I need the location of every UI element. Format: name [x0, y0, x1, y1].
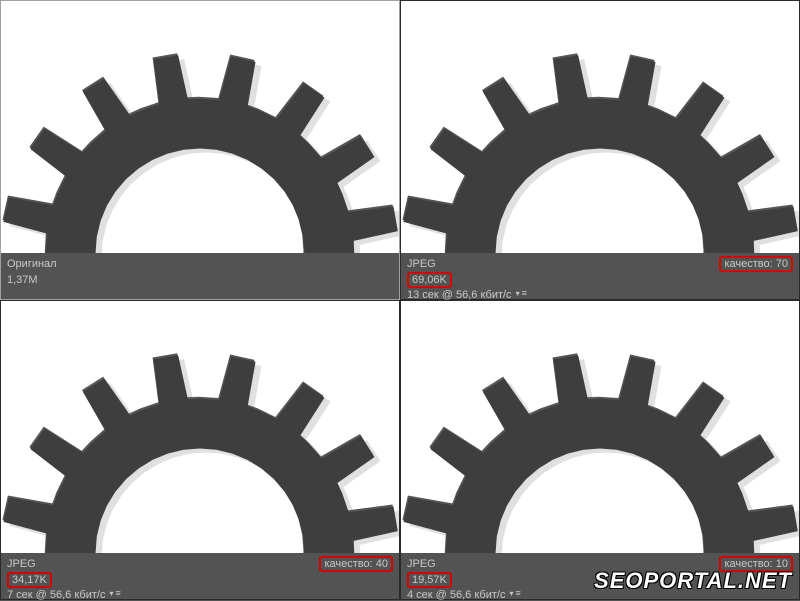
info-bar: Оригинал 1,37M: [1, 253, 399, 299]
preview-image: [1, 1, 399, 253]
gear-icon: [1, 1, 399, 253]
size-label: 19,57K: [407, 572, 452, 588]
format-label: JPEG: [7, 558, 36, 570]
gear-icon: [401, 1, 799, 253]
info-bar: JPEG качество: 10 19,57K 4 сек @ 56,6 кб…: [401, 553, 799, 599]
info-bar: JPEG качество: 70 69,06K 13 сек @ 56,6 к…: [401, 253, 799, 299]
format-label: JPEG: [407, 258, 436, 270]
quality-label: качество: 10: [719, 556, 793, 572]
preview-panel-jpeg-10[interactable]: JPEG качество: 10 19,57K 4 сек @ 56,6 кб…: [400, 300, 800, 600]
gear-icon: [1, 301, 399, 553]
quality-label: качество: 40: [319, 556, 393, 572]
timing-label: 7 сек @ 56,6 кбит/с: [7, 589, 105, 601]
timing-label: 4 сек @ 56,6 кбит/с: [407, 589, 505, 601]
format-label: JPEG: [407, 558, 436, 570]
preview-panel-jpeg-40[interactable]: JPEG качество: 40 34,17K 7 сек @ 56,6 кб…: [0, 300, 400, 600]
preview-panel-original[interactable]: Оригинал 1,37M: [0, 0, 400, 300]
preview-image: [401, 301, 799, 553]
preview-image: [401, 1, 799, 253]
popup-menu-icon[interactable]: [109, 590, 121, 600]
size-label: 1,37M: [7, 274, 38, 286]
size-label: 34,17K: [7, 572, 52, 588]
timing-label: 13 сек @ 56,6 кбит/с: [407, 289, 512, 301]
size-label: 69,06K: [407, 272, 452, 288]
preview-grid: Оригинал 1,37M JPEG качество: 70 69,06K …: [0, 0, 800, 600]
popup-menu-icon[interactable]: [516, 290, 528, 300]
info-bar: JPEG качество: 40 34,17K 7 сек @ 56,6 кб…: [1, 553, 399, 599]
popup-menu-icon[interactable]: [509, 590, 521, 600]
preview-image: [1, 301, 399, 553]
preview-panel-jpeg-70[interactable]: JPEG качество: 70 69,06K 13 сек @ 56,6 к…: [400, 0, 800, 300]
gear-icon: [401, 301, 799, 553]
quality-label: качество: 70: [719, 256, 793, 272]
format-label: Оригинал: [7, 258, 57, 270]
